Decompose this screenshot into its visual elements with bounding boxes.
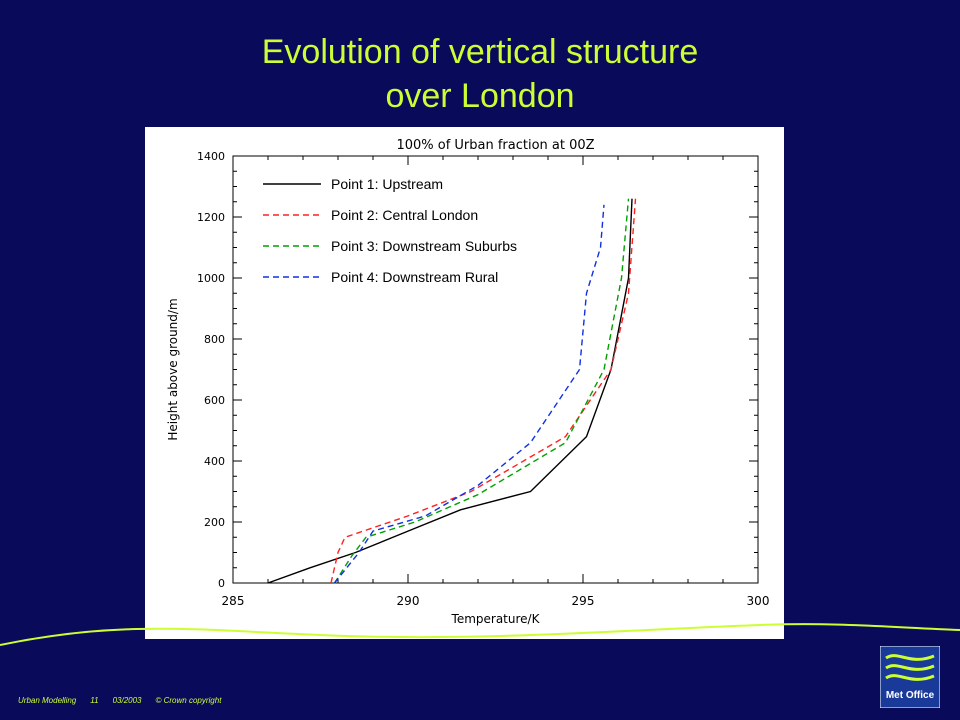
legend-label-4: Point 4: Downstream Rural [331, 269, 498, 285]
series-line-2 [330, 198, 637, 584]
y-tick-label: 1000 [197, 272, 225, 285]
x-tick-label: 285 [222, 594, 245, 608]
y-tick-label: 1200 [197, 211, 225, 224]
met-office-logo: Met Office [879, 645, 941, 709]
y-tick-label: 600 [204, 394, 225, 407]
title-line-2: over London [385, 77, 575, 115]
footer-page: 11 [90, 696, 99, 705]
legend-label-3: Point 3: Downstream Suburbs [331, 238, 517, 254]
plot-frame [232, 155, 759, 584]
temperature-profile-chart: 100% of Urban fraction at 00Z Temperature… [166, 138, 770, 626]
legend-label-1: Point 1: Upstream [331, 176, 443, 192]
logo-text: Met Office [885, 690, 935, 701]
y-tick-label: 200 [204, 516, 225, 529]
chart-title: 100% of Urban fraction at 00Z [396, 138, 594, 153]
x-tick-label: 290 [397, 594, 420, 608]
title-line-1: Evolution of vertical structure [261, 33, 699, 71]
y-tick-label: 1400 [197, 150, 225, 163]
y-axis-label: Height above ground/m [166, 298, 180, 440]
x-axis-label: Temperature/K [451, 612, 541, 626]
series-line-4 [333, 204, 605, 584]
y-tick-label: 400 [204, 455, 225, 468]
x-tick-label: 295 [572, 594, 595, 608]
legend-label-2: Point 2: Central London [331, 207, 478, 223]
footer-copyright: © Crown copyright [155, 696, 222, 705]
footer-title: Urban Modelling [18, 696, 77, 705]
y-tick-label: 800 [204, 333, 225, 346]
footer: Urban Modelling 11 03/2003 © Crown copyrigh… [18, 696, 235, 705]
series-line-1 [267, 198, 633, 584]
y-tick-label: 0 [218, 577, 225, 590]
footer-date: 03/2003 [112, 696, 142, 705]
x-tick-label: 300 [747, 594, 770, 608]
wave-decoration [0, 623, 960, 646]
plot-panel: 100% of Urban fraction at 00Z Temperature… [145, 127, 784, 639]
series-line-3 [333, 198, 630, 584]
slide-title: Evolution of vertical structure over Lon… [0, 30, 960, 118]
